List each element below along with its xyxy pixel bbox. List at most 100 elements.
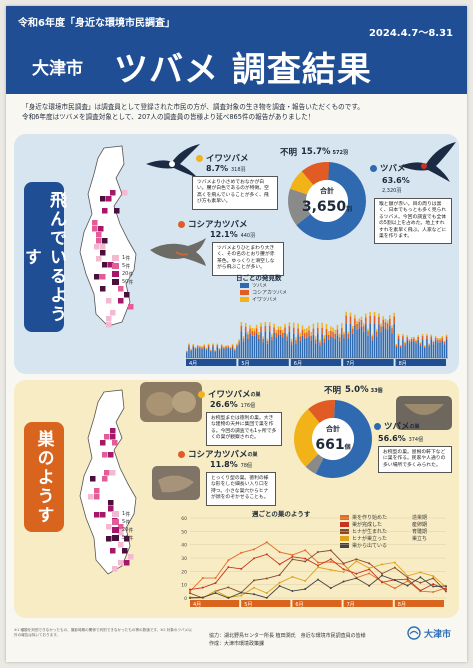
nest-stat-tsubame: 56.6% 374個 — [378, 434, 424, 443]
daily-bar — [356, 329, 358, 358]
daily-bar — [190, 349, 192, 351]
daily-bar — [365, 324, 367, 358]
map-density-cell — [110, 434, 116, 440]
daily-bar — [358, 321, 361, 329]
daily-bar — [218, 348, 221, 349]
daily-bar — [325, 328, 328, 335]
series-point — [317, 561, 319, 564]
daily-bar — [212, 344, 214, 347]
daily-bar — [262, 336, 264, 339]
map-density-cell — [122, 548, 128, 554]
daily-bar — [386, 320, 389, 324]
daily-bar — [186, 351, 188, 353]
map-density-cell — [124, 292, 130, 298]
daily-bar — [301, 335, 304, 358]
city-name: 大津市 — [32, 59, 83, 79]
daily-bar — [284, 327, 286, 333]
daily-bar — [288, 326, 291, 332]
daily-bar — [399, 347, 402, 358]
house-martin-nest-photo — [140, 382, 202, 422]
daily-bar — [186, 352, 188, 358]
series-point — [227, 586, 230, 589]
daily-bar — [212, 346, 214, 358]
daily-bar — [317, 322, 319, 328]
map-density-cell — [100, 440, 106, 446]
daily-bar — [321, 327, 323, 335]
map-density-cell — [112, 440, 118, 446]
map-density-cell — [108, 262, 114, 268]
nest-stat-koshiaka: 11.8% 78個 — [210, 460, 252, 469]
series-point — [317, 578, 319, 581]
series-point — [317, 564, 319, 567]
series-point — [368, 562, 371, 565]
map-density-cell — [94, 512, 100, 518]
daily-bar — [312, 328, 315, 335]
map-density-cell — [106, 524, 112, 530]
series-line — [189, 549, 447, 599]
daily-bar — [227, 347, 230, 358]
nest-section-label: 巣のようす — [24, 422, 64, 532]
daily-bar — [323, 338, 326, 343]
daily-bar — [330, 330, 332, 337]
series-point — [432, 583, 435, 586]
series-point — [342, 571, 345, 574]
intro-line-2: 令和6年度はツバメを調査対象として、207人の調査員の皆様より延べ865件の報告… — [22, 113, 315, 121]
series-point — [342, 562, 345, 565]
daily-bar — [327, 334, 330, 340]
daily-count-chart: 4月 5月 6月 7月 8月 — [186, 311, 448, 367]
series-point — [214, 576, 217, 579]
daily-bar — [334, 329, 336, 334]
series-point — [227, 597, 230, 599]
daily-bar — [275, 337, 278, 358]
daily-bar — [410, 337, 413, 339]
daily-bar — [194, 347, 197, 349]
map-density-cell — [100, 286, 106, 292]
daily-bar — [338, 341, 341, 358]
daily-bar — [441, 337, 443, 341]
daily-bar — [417, 339, 419, 358]
series-point — [381, 581, 383, 584]
daily-bar — [218, 350, 221, 358]
month-band — [395, 359, 446, 366]
daily-bar — [421, 334, 424, 337]
daily-bar — [378, 313, 380, 318]
series-point — [406, 574, 409, 577]
series-point — [278, 585, 281, 588]
fly-desc-tsubame: 喉と額が赤い。目の周りは黒く、日本でもっとも多く見られるツバメ。今回の調査でも全… — [374, 198, 452, 245]
daily-bar — [395, 345, 398, 347]
daily-bar — [321, 322, 323, 328]
map-density-cell — [88, 494, 94, 500]
daily-bar — [384, 322, 387, 329]
daily-bar — [242, 336, 245, 339]
series-point — [406, 580, 409, 583]
daily-bar — [367, 331, 369, 336]
series-point — [201, 596, 204, 599]
daily-bar — [404, 343, 406, 346]
daily-bar — [415, 340, 417, 344]
series-point — [381, 572, 383, 575]
daily-bar — [356, 320, 358, 324]
daily-bar — [437, 338, 439, 340]
daily-bar — [432, 341, 435, 345]
daily-bar — [223, 348, 225, 358]
map-density-cell — [98, 226, 104, 232]
daily-bar — [234, 350, 236, 358]
footnote: ※1 種類を判別できなかったもの、撮影時期の関係で判別できなかったもの等の数値で… — [14, 628, 192, 637]
map-density-cell — [94, 244, 100, 250]
daily-bar — [262, 342, 264, 358]
map-density-cell — [96, 256, 102, 262]
daily-bar — [229, 346, 232, 348]
daily-bar — [249, 328, 251, 334]
daily-bar — [443, 344, 446, 358]
nest-category-koshiaka: コシアカツバメ の巣 — [178, 448, 258, 460]
flying-donut-chart — [288, 162, 366, 240]
daily-bar — [428, 346, 430, 358]
daily-bar — [312, 323, 315, 329]
daily-bar — [345, 323, 347, 358]
credit-cooperation: 協力：湖北野鳥センター所長 植田潤氏 身近な環境市民調査員の皆様 — [209, 633, 366, 639]
daily-bar — [317, 327, 319, 334]
daily-bar — [216, 344, 219, 347]
daily-bar — [343, 334, 345, 339]
daily-bar — [273, 327, 275, 333]
